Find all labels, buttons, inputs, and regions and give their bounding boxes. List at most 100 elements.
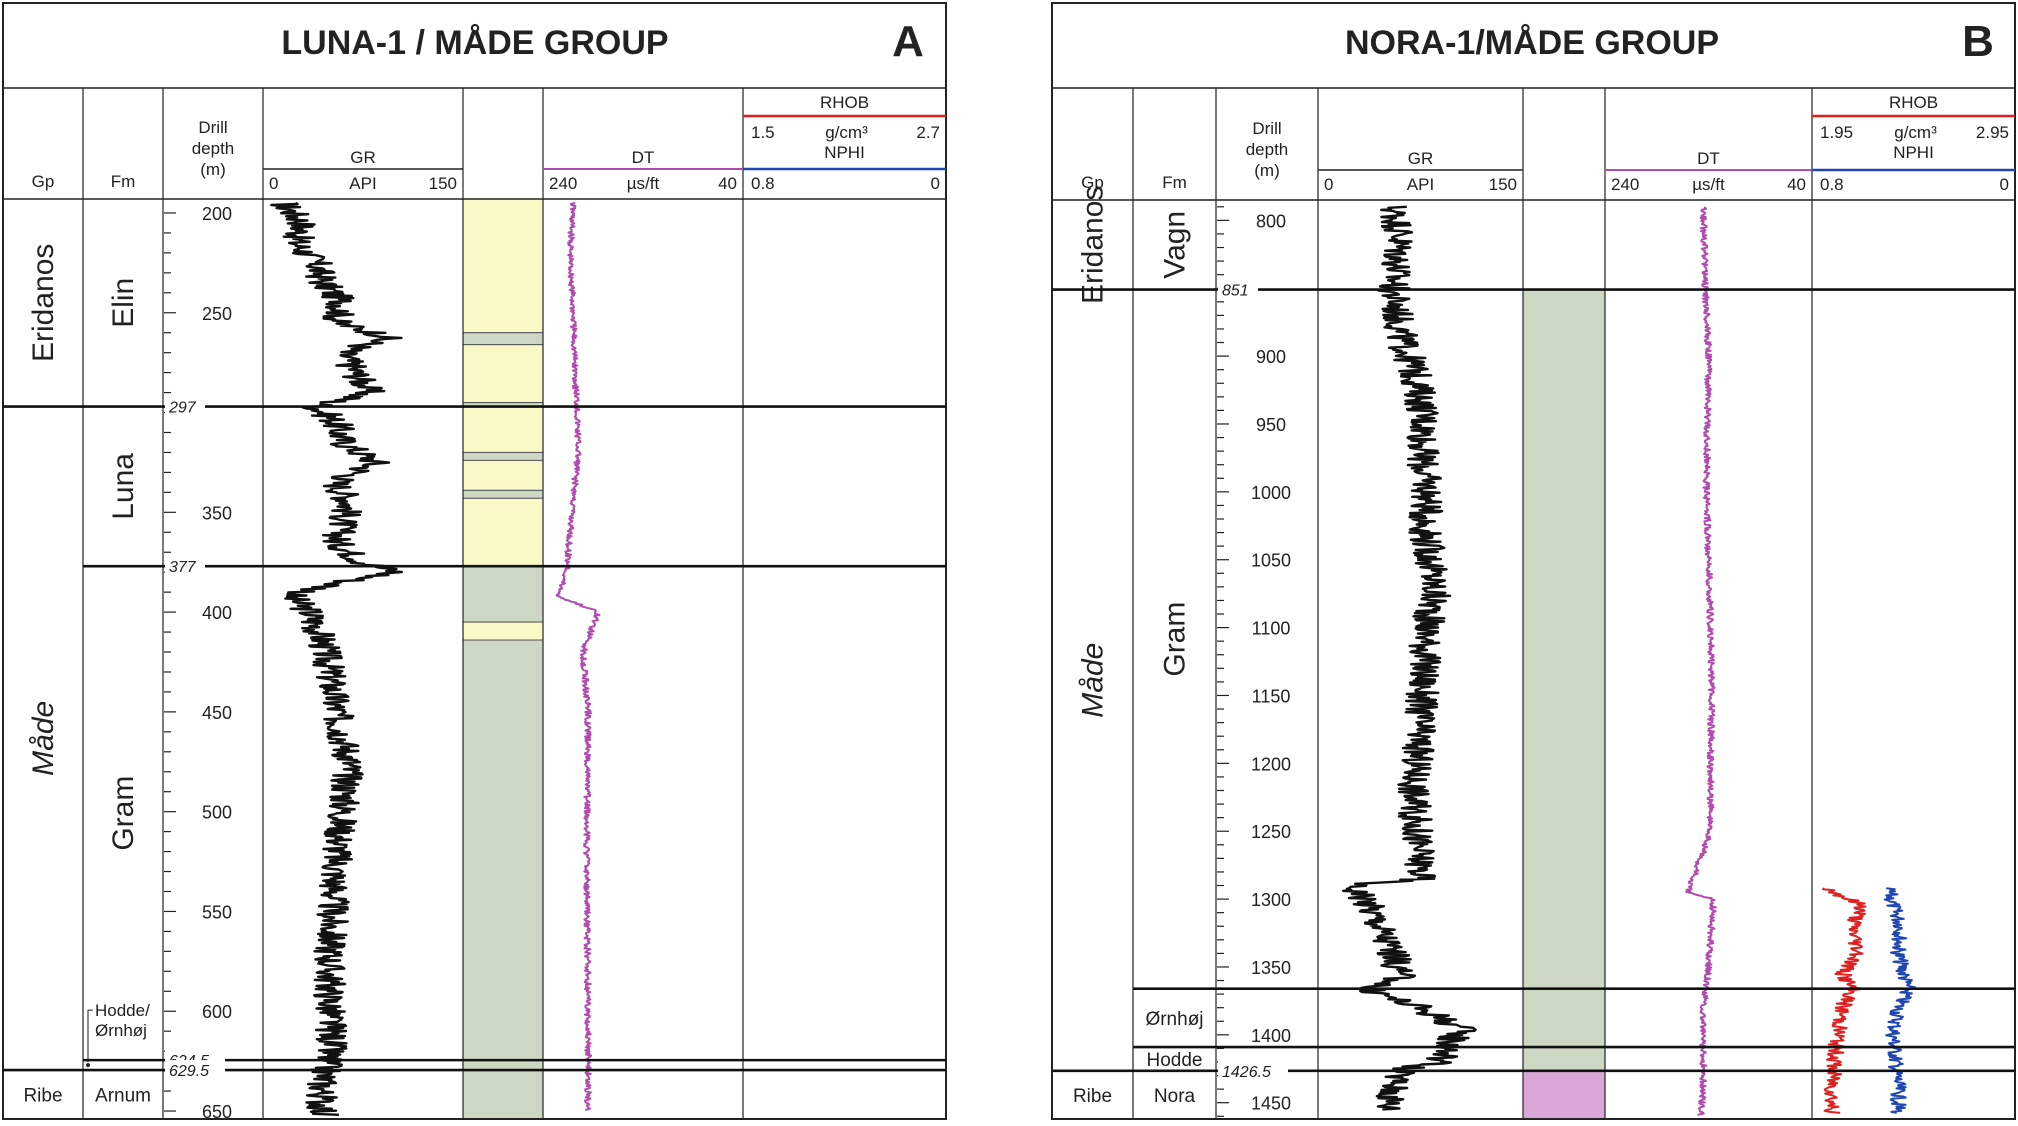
- lithology-clay-11: [462, 639, 544, 1120]
- nphi-header-max: 0: [931, 174, 940, 193]
- nphi-header-max: 0: [2000, 175, 2009, 194]
- header-drill-depth: Drill: [1252, 119, 1281, 138]
- panel-title: NORA-1/MÅDE GROUP: [1345, 24, 1719, 62]
- top-depth-label: 1426.5: [1222, 1064, 1271, 1081]
- dt-header-max: 40: [718, 174, 737, 193]
- header-fm: Fm: [111, 172, 136, 191]
- group-label-2: Ribe: [23, 1086, 62, 1107]
- lithology-sand-4: [462, 406, 544, 453]
- top-depth-label: 629.5: [169, 1063, 209, 1080]
- nphi-header-min: 0.8: [1820, 175, 1844, 194]
- gr-header-name: GR: [1408, 149, 1434, 168]
- top-depth-label: 377: [169, 559, 197, 576]
- rhob-header-min: 1.5: [751, 123, 775, 142]
- rhob-header-max: 2.95: [1976, 123, 2009, 142]
- lithology-mud-1: [1522, 1070, 1606, 1120]
- depth-tick-label: 1400: [1251, 1026, 1291, 1046]
- panel-letter: B: [1962, 17, 1994, 66]
- formation-label-4: Nora: [1154, 1086, 1196, 1107]
- top-label-bg: [1218, 1060, 1288, 1081]
- gr-header-name: GR: [350, 148, 376, 167]
- header-drill-depth: depth: [1246, 140, 1289, 159]
- gr-curve: [270, 201, 403, 1116]
- lithology-clay-5: [462, 451, 544, 461]
- header-drill-depth: depth: [192, 139, 235, 158]
- dt-header-name: DT: [632, 148, 655, 167]
- formation-label-1: Gram: [1159, 602, 1192, 677]
- depth-tick-label: 550: [202, 902, 232, 922]
- depth-tick-label: 1100: [1252, 619, 1291, 639]
- formation-label-3: Hodde: [1147, 1050, 1203, 1071]
- nphi-curve: [1883, 887, 1917, 1114]
- gr-header-min: 0: [269, 174, 278, 193]
- header-drill-depth: Drill: [198, 118, 227, 137]
- lithology-clay-7: [462, 489, 544, 499]
- hodde-ornhoj-label: Hodde/: [95, 1001, 150, 1020]
- rhob-header-name: RHOB: [820, 93, 869, 112]
- depth-tick-label: 950: [1256, 415, 1286, 435]
- group-label-1: Måde: [1077, 643, 1110, 718]
- hodde-ornhoj-leader: [87, 1009, 93, 1063]
- lithology-sand-8: [462, 497, 544, 567]
- depth-tick-label: 400: [202, 603, 232, 623]
- panel-letter: A: [892, 17, 924, 66]
- lithology-clay-9: [462, 565, 544, 623]
- group-label-1: Måde: [27, 701, 60, 776]
- depth-tick-label: 1300: [1251, 890, 1291, 910]
- depth-tick-label: 1000: [1251, 483, 1291, 503]
- header-gp: Gp: [32, 172, 55, 191]
- gr-header-unit: API: [1407, 175, 1434, 194]
- formation-label-0: Vagn: [1159, 211, 1192, 279]
- rhob-header-unit: g/cm³: [825, 123, 868, 142]
- depth-tick-label: 800: [1256, 211, 1286, 231]
- top-label-bg: [165, 556, 205, 577]
- header-fm: Fm: [1162, 173, 1187, 192]
- formation-label-2: Ørnhøj: [1145, 1009, 1203, 1030]
- top-label-bg: [165, 1060, 225, 1081]
- top-depth-label: 851: [1222, 283, 1249, 300]
- dt-header-name: DT: [1697, 149, 1720, 168]
- top-label-bg: [1218, 279, 1258, 300]
- depth-tick-label: 1050: [1251, 551, 1291, 571]
- formation-label-2: Gram: [107, 776, 140, 851]
- dt-header-unit: µs/ft: [627, 174, 660, 193]
- depth-tick-label: 600: [202, 1002, 232, 1022]
- lithology-sand-0: [462, 198, 544, 334]
- hodde-ornhoj-marker: [86, 1063, 90, 1068]
- depth-tick-label: 500: [202, 803, 232, 823]
- gr-header-max: 150: [1489, 175, 1517, 194]
- group-label-2: Ribe: [1073, 1086, 1112, 1107]
- depth-tick-label: 1200: [1251, 754, 1291, 774]
- dt-curve: [555, 202, 601, 1112]
- depth-tick-label: 250: [202, 304, 232, 324]
- rhob-header-max: 2.7: [916, 123, 940, 142]
- formation-label-3: Arnum: [95, 1086, 151, 1107]
- lithology-clay-1: [462, 332, 544, 346]
- hodde-ornhoj-label: Ørnhøj: [95, 1021, 147, 1040]
- panel-title: LUNA-1 / MÅDE GROUP: [281, 24, 668, 62]
- rhob-header-unit: g/cm³: [1894, 123, 1937, 142]
- depth-tick-label: 900: [1256, 347, 1286, 367]
- top-depth-label: 297: [168, 400, 197, 417]
- depth-tick-label: 650: [202, 1102, 232, 1121]
- gr-header-min: 0: [1324, 175, 1333, 194]
- lithology-sand-6: [462, 459, 544, 491]
- panel-frame: [1051, 2, 2016, 1120]
- depth-tick-label: 450: [202, 703, 232, 723]
- gr-header-max: 150: [429, 174, 457, 193]
- gr-curve: [1341, 205, 1477, 1111]
- nphi-header-name: NPHI: [824, 143, 865, 162]
- formation-label-0: Elin: [107, 278, 140, 328]
- header-gp: Gp: [1081, 173, 1104, 192]
- lithology-sand-2: [462, 344, 544, 404]
- rhob-header-name: RHOB: [1889, 93, 1938, 112]
- depth-tick-label: 1350: [1251, 958, 1291, 978]
- top-label-bg: [165, 396, 205, 417]
- depth-tick-label: 200: [202, 204, 232, 224]
- group-label-0: Eridanos: [1077, 186, 1110, 304]
- depth-tick-label: 350: [202, 503, 232, 523]
- dt-header-unit: µs/ft: [1692, 175, 1725, 194]
- rhob-header-min: 1.95: [1820, 123, 1853, 142]
